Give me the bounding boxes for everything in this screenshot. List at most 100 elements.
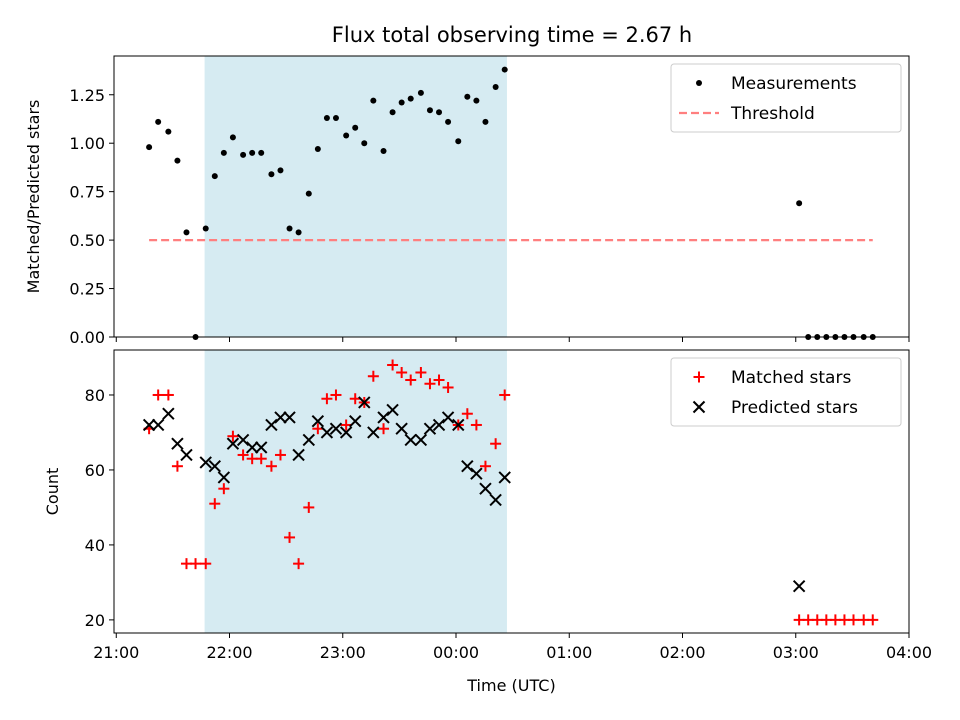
matched-star-point bbox=[367, 370, 379, 382]
predicted-star-point bbox=[404, 433, 417, 447]
matched-star-point bbox=[162, 389, 174, 401]
x-tick-label: 22:00 bbox=[206, 643, 252, 662]
measurement-point bbox=[407, 95, 414, 102]
legend-label: Threshold bbox=[730, 104, 815, 124]
legend-label: Matched stars bbox=[731, 368, 851, 388]
x-tick-label: 02:00 bbox=[659, 643, 705, 662]
y-tick-label: 0.00 bbox=[69, 328, 105, 347]
legend-marker bbox=[696, 80, 702, 86]
legend-box bbox=[670, 357, 902, 427]
predicted-star-point bbox=[199, 456, 212, 469]
measurement-point bbox=[183, 229, 190, 236]
bottom-highlight-span bbox=[204, 350, 507, 633]
predicted-star-point bbox=[162, 407, 175, 420]
predicted-star-point bbox=[320, 426, 334, 439]
measurement-point bbox=[492, 84, 499, 91]
measurement-point bbox=[249, 149, 256, 156]
measurement-point bbox=[174, 157, 181, 164]
matched-star-point bbox=[433, 374, 445, 386]
measurement-point bbox=[305, 190, 312, 197]
matched-star-point bbox=[200, 558, 212, 570]
measurement-point bbox=[211, 173, 218, 180]
top-plot-frame bbox=[113, 55, 910, 338]
legend-marker bbox=[693, 371, 705, 383]
predicted-star-point bbox=[151, 418, 165, 432]
measurement-point bbox=[501, 66, 508, 73]
y-tick-label: 1.00 bbox=[69, 134, 105, 153]
matched-star-point bbox=[461, 408, 473, 420]
x-tick-label: 03:00 bbox=[773, 643, 819, 662]
predicted-star-point bbox=[217, 471, 231, 484]
predicted-star-point bbox=[180, 448, 193, 462]
measurement-point bbox=[436, 109, 443, 116]
y-tick-label: 80 bbox=[85, 386, 105, 405]
predicted-star-point bbox=[414, 433, 428, 447]
x-tick-label: 23:00 bbox=[320, 643, 366, 662]
y-tick-label: 0.25 bbox=[69, 280, 105, 299]
measurement-point bbox=[370, 97, 377, 104]
bottom-plot-frame bbox=[113, 349, 910, 634]
measurement-point bbox=[240, 151, 247, 158]
measurement-point bbox=[268, 171, 275, 178]
matched-star-point bbox=[442, 381, 454, 393]
predicted-star-point bbox=[349, 415, 362, 428]
predicted-star-point bbox=[395, 422, 408, 435]
measurement-point bbox=[229, 134, 236, 141]
measurement-point bbox=[361, 140, 368, 147]
measurement-point bbox=[323, 115, 330, 122]
predicted-star-point bbox=[283, 411, 296, 424]
measurement-point bbox=[295, 229, 302, 236]
predicted-star-point bbox=[386, 403, 399, 417]
legend-label: Predicted stars bbox=[731, 398, 858, 418]
predicted-star-point bbox=[489, 493, 502, 507]
matched-star-point bbox=[303, 501, 315, 513]
top-legend: Measurements Threshold bbox=[670, 63, 902, 133]
x-tick-label: 00:00 bbox=[433, 643, 479, 662]
measurement-point bbox=[464, 93, 471, 100]
measurement-point bbox=[380, 147, 387, 154]
top-x-ticks bbox=[115, 337, 910, 342]
matched-star-point bbox=[396, 366, 408, 378]
measurement-point bbox=[389, 109, 396, 116]
predicted-star-point bbox=[367, 426, 380, 439]
bottom-x-ticks: 21:00 22:00 23:00 00:00 01:00 02:00 03:00 04:00 bbox=[93, 633, 932, 662]
matched-star-point bbox=[171, 460, 183, 472]
top-y-ticks: 0.00 0.25 0.50 0.75 1.00 1.25 bbox=[69, 86, 114, 347]
matched-star-point bbox=[312, 423, 324, 435]
matched-star-point bbox=[227, 430, 239, 442]
matched-star-point bbox=[479, 460, 491, 472]
predicted-star-point bbox=[142, 418, 156, 432]
legend-label: Measurements bbox=[731, 74, 857, 94]
bottom-y-ticks: 20 40 60 80 bbox=[85, 386, 114, 630]
predicted-star-point bbox=[274, 411, 287, 424]
measurement-point bbox=[352, 124, 359, 131]
top-highlight-span bbox=[204, 56, 507, 337]
measurement-point bbox=[332, 115, 339, 122]
matched-star-point bbox=[190, 558, 202, 570]
matched-star-point bbox=[330, 389, 342, 401]
count-points bbox=[142, 359, 879, 626]
predicted-star-point bbox=[255, 441, 268, 454]
measurement-point bbox=[426, 107, 433, 114]
predicted-star-point bbox=[377, 411, 390, 424]
predicted-star-point bbox=[358, 396, 371, 409]
matched-star-point bbox=[415, 366, 427, 378]
x-tick-label: 04:00 bbox=[886, 643, 932, 662]
predicted-star-point bbox=[236, 433, 250, 447]
matched-star-point bbox=[255, 453, 267, 465]
matched-star-point bbox=[209, 498, 221, 510]
measurement-point bbox=[398, 99, 405, 106]
predicted-star-point bbox=[339, 426, 353, 439]
predicted-star-point bbox=[432, 418, 446, 432]
predicted-star-point bbox=[461, 459, 474, 473]
y-tick-label: 0.75 bbox=[69, 183, 105, 202]
chart-title: Flux total observing time = 2.67 h bbox=[332, 23, 692, 47]
legend-marker bbox=[692, 400, 706, 414]
measurement-point bbox=[482, 118, 489, 125]
predicted-star-point bbox=[441, 411, 455, 424]
measurement-point bbox=[417, 89, 424, 96]
predicted-star-point bbox=[171, 437, 184, 450]
measurement-point bbox=[343, 132, 350, 139]
measurement-point bbox=[314, 146, 321, 153]
